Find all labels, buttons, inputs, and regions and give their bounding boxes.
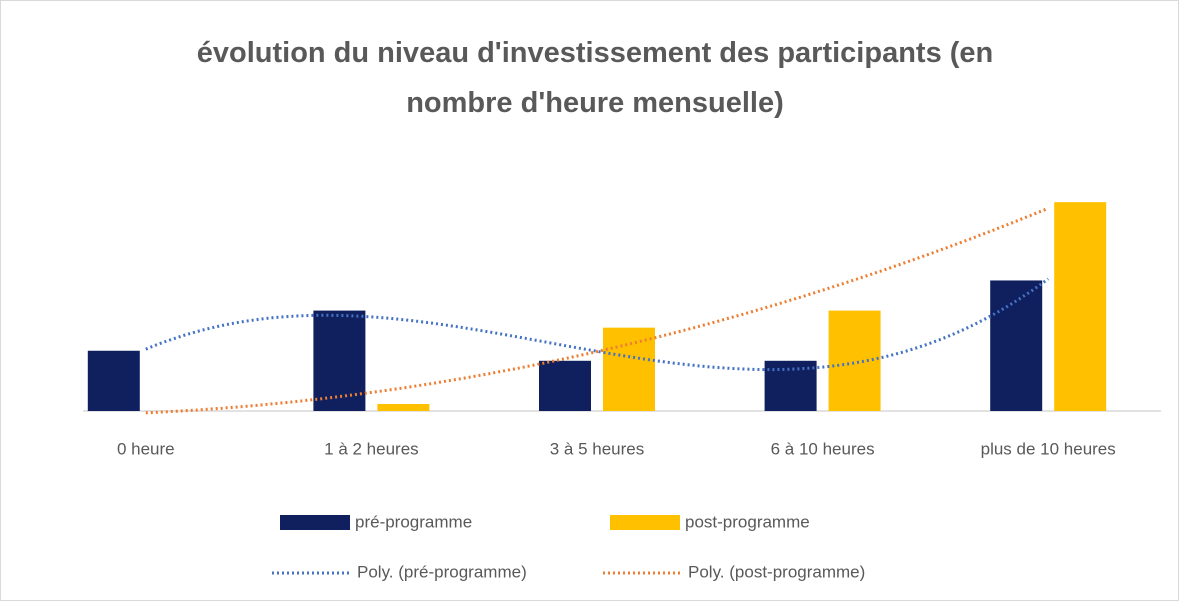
legend-swatch	[610, 515, 680, 530]
bar	[828, 310, 881, 411]
chart-title: évolution du niveau d'investissement des…	[196, 37, 994, 119]
legend-swatch	[280, 515, 350, 530]
bar	[377, 403, 430, 411]
x-tick-label: 1 à 2 heures	[324, 439, 419, 458]
bar	[539, 360, 591, 411]
x-tick-label: 6 à 10 heures	[771, 439, 875, 458]
bar	[87, 350, 140, 411]
bar	[990, 280, 1043, 411]
legend-label: Poly. (post-programme)	[688, 562, 865, 581]
x-tick-label: 3 à 5 heures	[550, 439, 645, 458]
trendline	[145, 206, 1049, 415]
trendline	[145, 277, 1050, 372]
legend-label: Poly. (pré-programme)	[357, 562, 527, 581]
legend-label: pré-programme	[355, 512, 472, 531]
bar	[1054, 202, 1107, 411]
x-tick-label: plus de 10 heures	[981, 439, 1116, 458]
x-tick-label: 0 heure	[117, 439, 175, 458]
bar	[313, 310, 366, 411]
legend-label: post-programme	[685, 512, 810, 531]
bar	[603, 327, 655, 411]
